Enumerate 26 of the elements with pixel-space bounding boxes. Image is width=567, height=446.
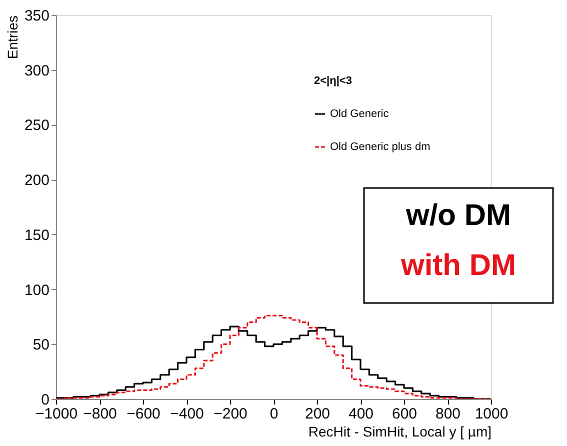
x-tick-label: 0 (270, 406, 278, 422)
x-tick-label: 400 (348, 406, 374, 422)
x-tick-label: −800 (83, 406, 117, 422)
x-axis-title: RecHit - SimHit, Local y [ µm] (308, 424, 492, 440)
y-tick-label: 50 (32, 336, 50, 354)
y-tick-label: 150 (24, 226, 50, 244)
x-tick-label: 1000 (474, 406, 508, 422)
y-tick-label: 250 (24, 117, 50, 134)
legend-title: 2<|η|<3 (314, 75, 352, 87)
x-tick-label: −600 (126, 406, 160, 422)
legend-label: Old Generic plus dm (330, 141, 430, 153)
annotation: with DM (400, 249, 516, 282)
legend-label: Old Generic (330, 108, 390, 120)
annotation: w/o DM (405, 199, 511, 232)
x-tick-label: −400 (170, 406, 204, 422)
x-tick-label: 800 (435, 406, 461, 422)
y-tick-label: 0 (41, 392, 50, 408)
x-tick-label: −1000 (35, 406, 78, 422)
x-tick-label: 200 (304, 406, 330, 422)
y-tick-label: 350 (24, 8, 50, 24)
y-tick-label: 200 (24, 172, 50, 190)
y-axis-title: Entries (4, 16, 20, 60)
x-tick-label: −200 (214, 406, 248, 422)
y-tick-label: 300 (24, 62, 50, 80)
y-tick-label: 100 (24, 282, 50, 299)
x-tick-label: 600 (392, 406, 418, 422)
